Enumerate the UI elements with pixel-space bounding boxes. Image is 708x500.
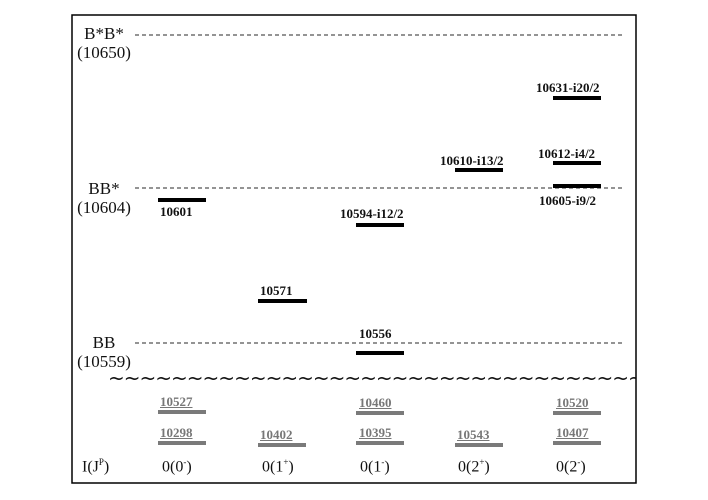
lower-bar-10298 bbox=[158, 441, 206, 445]
lower-label-10395: 10395 bbox=[359, 425, 392, 440]
level-bar-10571 bbox=[258, 299, 307, 303]
lower-label-10402: 10402 bbox=[260, 427, 293, 442]
axis-col-1-end: ) bbox=[288, 458, 294, 476]
level-bar-10612 bbox=[553, 161, 601, 165]
level-bar-10605 bbox=[553, 184, 601, 188]
axis-col-4-main: 0(2 bbox=[556, 458, 578, 476]
lower-label-10460: 10460 bbox=[359, 395, 392, 410]
axis-col-0-end: ) bbox=[186, 458, 192, 476]
level-label-10594: 10594-i12/2 bbox=[340, 206, 404, 221]
axis-col-0-sup: - bbox=[183, 457, 187, 467]
axis-break-wave: ~~~~~~~~~~~~~~~~~~~~~~~~~~~~~~~~~~~~~~~~ bbox=[108, 366, 636, 390]
axis-col-3-end: ) bbox=[484, 458, 490, 476]
lower-label-10543: 10543 bbox=[457, 427, 490, 442]
lower-label-10407: 10407 bbox=[556, 425, 589, 440]
level-label-10612: 10612-i4/2 bbox=[538, 146, 596, 161]
threshold-bb-mass: (10559) bbox=[77, 352, 131, 371]
level-bar-10556 bbox=[356, 351, 404, 355]
lower-bar-10520 bbox=[553, 411, 601, 415]
level-label-10601: 10601 bbox=[160, 204, 193, 219]
threshold-bsbs: B*B* (10650) bbox=[72, 24, 136, 62]
threshold-bsbs-mass: (10650) bbox=[77, 43, 131, 62]
threshold-bb: BB (10559) bbox=[72, 333, 136, 371]
axis-col-1-sup: + bbox=[283, 457, 289, 467]
level-bar-10610 bbox=[455, 168, 503, 172]
lower-bar-10407 bbox=[553, 441, 601, 445]
lower-bar-10395 bbox=[356, 441, 404, 445]
lower-label-10520: 10520 bbox=[556, 395, 589, 410]
lower-label-10298: 10298 bbox=[160, 425, 193, 440]
lower-bar-10402 bbox=[258, 443, 306, 447]
lower-bar-10527 bbox=[158, 410, 206, 414]
lower-label-10527: 10527 bbox=[160, 394, 193, 409]
axis-col-3: 0(2+) bbox=[458, 457, 490, 476]
axis-row-label-sup: P bbox=[98, 457, 104, 467]
axis-row-label: I(JP) bbox=[82, 457, 109, 476]
axis-row-label-main: I(J bbox=[82, 458, 99, 476]
axis-col-3-main: 0(2 bbox=[458, 458, 480, 476]
level-label-10571: 10571 bbox=[260, 283, 293, 298]
axis-row-label-end: ) bbox=[103, 458, 110, 476]
axis-col-0: 0(0-) bbox=[162, 457, 192, 476]
axis-col-2: 0(1-) bbox=[360, 457, 390, 476]
level-bar-10631 bbox=[553, 96, 601, 100]
frame-border bbox=[71, 14, 637, 484]
level-bar-10601 bbox=[158, 198, 206, 202]
axis-col-4: 0(2-) bbox=[556, 457, 586, 476]
threshold-bb-name: BB bbox=[92, 333, 116, 352]
threshold-bbs-name: BB* bbox=[88, 179, 120, 198]
level-bar-10594 bbox=[356, 223, 404, 227]
axis-col-2-main: 0(1 bbox=[360, 458, 382, 476]
level-label-10556: 10556 bbox=[359, 326, 392, 341]
axis-col-4-end: ) bbox=[580, 458, 586, 476]
axis-col-2-sup: - bbox=[381, 457, 385, 467]
threshold-bbs-mass: (10604) bbox=[77, 198, 131, 217]
lower-bar-10543 bbox=[455, 443, 503, 447]
axis-col-0-main: 0(0 bbox=[162, 458, 184, 476]
axis-col-2-end: ) bbox=[384, 458, 390, 476]
axis-col-1-main: 0(1 bbox=[262, 458, 284, 476]
lower-bar-10460 bbox=[356, 411, 404, 415]
threshold-bsbs-name: B*B* bbox=[84, 24, 124, 43]
axis-col-4-sup: - bbox=[577, 457, 581, 467]
axis-col-1: 0(1+) bbox=[262, 457, 294, 476]
level-label-10605: 10605-i9/2 bbox=[539, 193, 597, 208]
level-label-10610: 10610-i13/2 bbox=[440, 153, 504, 168]
threshold-bbs: BB* (10604) bbox=[72, 179, 136, 217]
level-label-10631: 10631-i20/2 bbox=[536, 80, 600, 95]
axis-col-3-sup: + bbox=[479, 457, 485, 467]
